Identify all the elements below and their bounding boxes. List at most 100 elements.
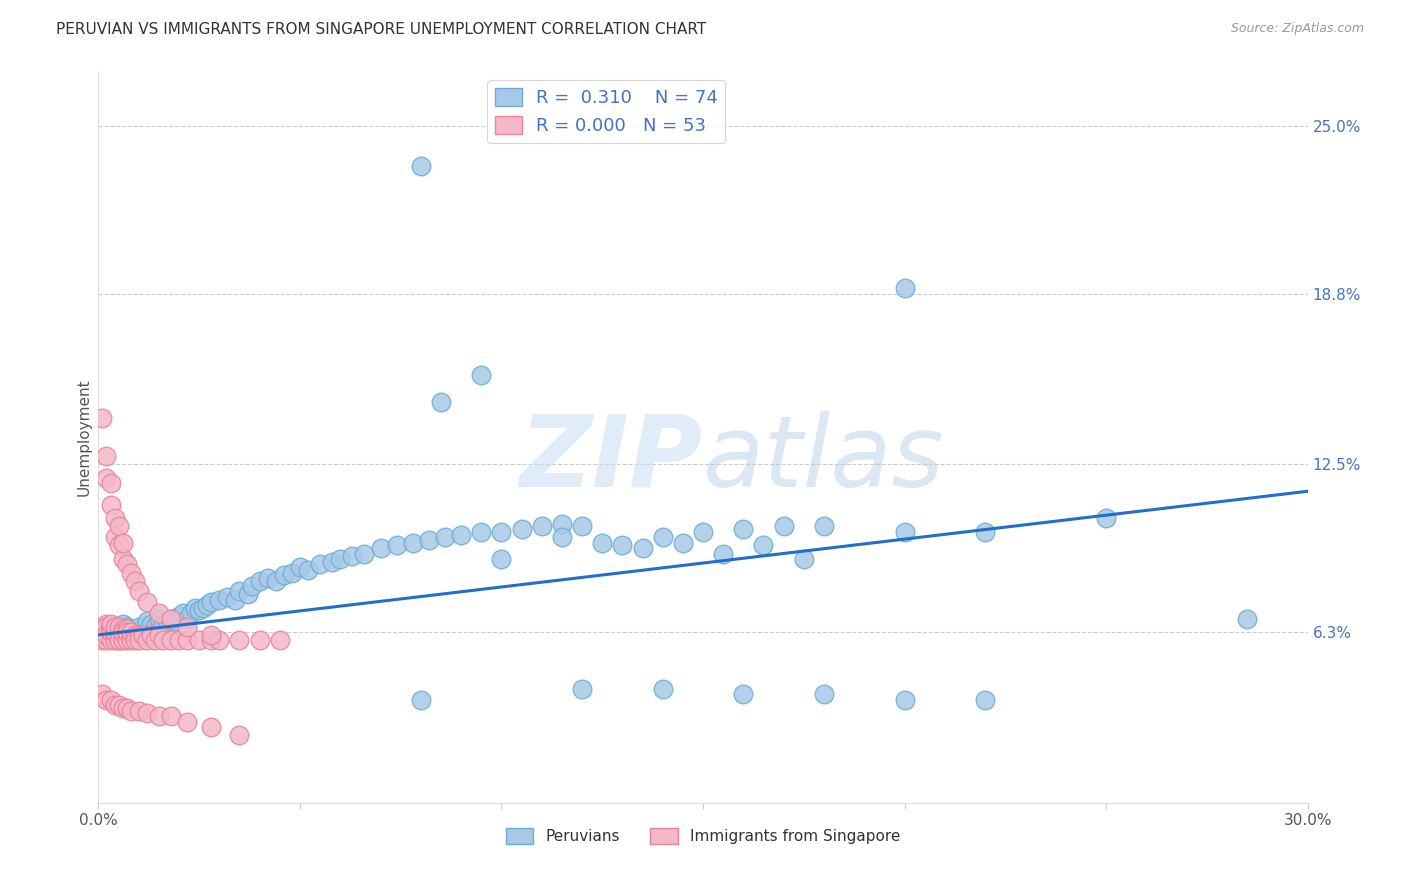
Point — [733, 522, 755, 536]
Point — [733, 688, 755, 702]
Point — [813, 688, 835, 702]
Point — [711, 547, 734, 561]
Point — [813, 519, 835, 533]
Point — [167, 633, 190, 648]
Point — [107, 519, 129, 533]
Point — [591, 535, 613, 549]
Point — [402, 535, 425, 549]
Point — [163, 615, 186, 629]
Point — [342, 549, 364, 564]
Point — [200, 628, 222, 642]
Text: ZIP: ZIP — [520, 410, 703, 508]
Point — [1236, 611, 1258, 625]
Point — [120, 628, 142, 642]
Point — [692, 524, 714, 539]
Point — [96, 449, 118, 463]
Point — [370, 541, 392, 556]
Point — [120, 625, 142, 640]
Point — [100, 633, 122, 648]
Point — [228, 584, 250, 599]
Point — [135, 633, 157, 648]
Point — [672, 535, 695, 549]
Point — [148, 709, 170, 723]
Point — [148, 611, 170, 625]
Point — [450, 527, 472, 541]
Point — [111, 535, 134, 549]
Point — [100, 625, 122, 640]
Point — [329, 552, 352, 566]
Point — [115, 701, 138, 715]
Point — [96, 628, 118, 642]
Point — [148, 606, 170, 620]
Point — [184, 600, 207, 615]
Point — [409, 693, 432, 707]
Point — [103, 620, 125, 634]
Point — [288, 560, 311, 574]
Legend: Peruvians, Immigrants from Singapore: Peruvians, Immigrants from Singapore — [499, 822, 907, 850]
Point — [115, 623, 138, 637]
Point — [100, 476, 122, 491]
Point — [100, 620, 122, 634]
Point — [107, 538, 129, 552]
Point — [111, 628, 134, 642]
Point — [107, 698, 129, 713]
Point — [143, 633, 166, 648]
Point — [180, 606, 202, 620]
Point — [124, 574, 146, 588]
Point — [571, 519, 593, 533]
Point — [96, 625, 118, 640]
Point — [893, 693, 915, 707]
Point — [152, 617, 174, 632]
Point — [148, 628, 170, 642]
Point — [249, 633, 271, 648]
Point — [103, 625, 125, 640]
Point — [249, 574, 271, 588]
Point — [91, 633, 114, 648]
Point — [139, 628, 162, 642]
Point — [103, 633, 125, 648]
Point — [195, 598, 218, 612]
Point — [793, 552, 815, 566]
Point — [240, 579, 263, 593]
Point — [96, 617, 118, 632]
Point — [100, 693, 122, 707]
Point — [1095, 511, 1118, 525]
Point — [176, 620, 198, 634]
Point — [434, 530, 457, 544]
Point — [115, 625, 138, 640]
Point — [188, 633, 211, 648]
Point — [430, 395, 453, 409]
Y-axis label: Unemployment: Unemployment — [76, 378, 91, 496]
Point — [96, 633, 118, 648]
Point — [103, 511, 125, 525]
Point — [160, 709, 183, 723]
Point — [160, 611, 183, 625]
Point — [651, 530, 673, 544]
Point — [200, 720, 222, 734]
Point — [309, 558, 332, 572]
Point — [111, 625, 134, 640]
Point — [100, 498, 122, 512]
Point — [100, 625, 122, 640]
Point — [128, 620, 150, 634]
Point — [91, 625, 114, 640]
Point — [470, 368, 492, 382]
Point — [135, 595, 157, 609]
Point — [176, 633, 198, 648]
Point — [256, 571, 278, 585]
Point — [217, 590, 239, 604]
Point — [228, 633, 250, 648]
Point — [160, 633, 183, 648]
Point — [120, 633, 142, 648]
Point — [91, 620, 114, 634]
Point — [571, 681, 593, 696]
Text: atlas: atlas — [703, 410, 945, 508]
Point — [176, 611, 198, 625]
Point — [100, 625, 122, 640]
Point — [96, 471, 118, 485]
Point — [111, 701, 134, 715]
Point — [103, 628, 125, 642]
Point — [893, 281, 915, 295]
Point — [273, 568, 295, 582]
Point — [167, 608, 190, 623]
